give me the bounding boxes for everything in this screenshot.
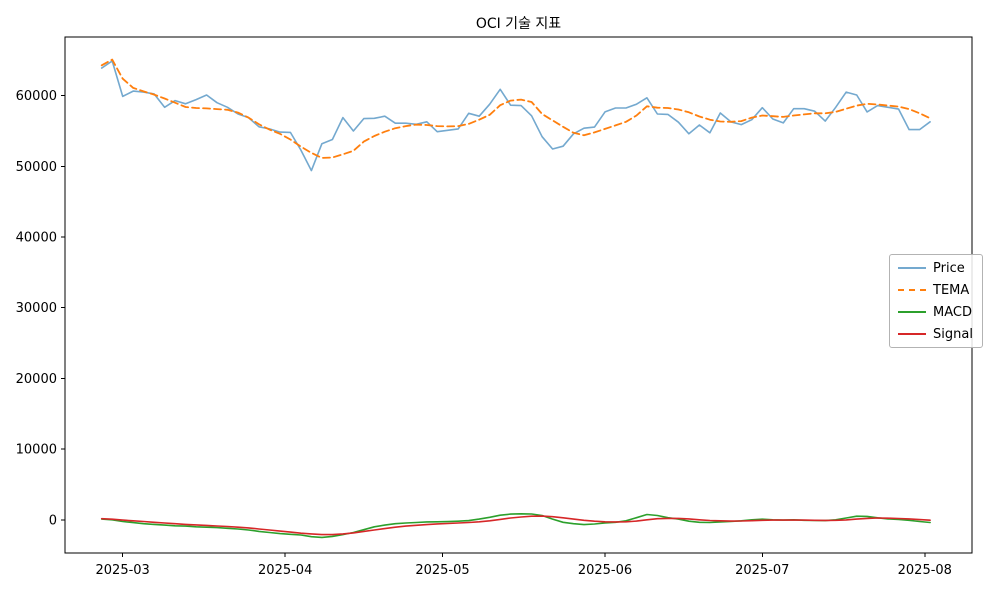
legend-line-tema-icon bbox=[898, 289, 926, 291]
legend: Price TEMA MACD Signal bbox=[889, 254, 983, 348]
chart-title: OCI 기술 지표 bbox=[475, 16, 562, 32]
price-line bbox=[100, 60, 931, 172]
plot-frame bbox=[64, 36, 973, 554]
x-tick-label: 2025-06 bbox=[578, 563, 632, 578]
y-tick-label: 20000 bbox=[16, 372, 57, 387]
legend-label-tema: TEMA bbox=[933, 283, 970, 298]
legend-line-signal-icon bbox=[898, 333, 926, 335]
x-tick-label: 2025-08 bbox=[898, 563, 952, 578]
legend-line-macd-icon bbox=[898, 311, 926, 313]
x-tick-label: 2025-05 bbox=[415, 563, 469, 578]
legend-label-price: Price bbox=[933, 261, 965, 276]
y-tick-label: 40000 bbox=[16, 231, 57, 246]
legend-item-price: Price bbox=[898, 261, 973, 275]
y-tick-label: 30000 bbox=[16, 301, 57, 316]
signal-line bbox=[100, 515, 931, 536]
legend-label-macd: MACD bbox=[933, 305, 972, 320]
legend-label-signal: Signal bbox=[933, 327, 973, 342]
y-tick-label: 10000 bbox=[16, 443, 57, 458]
legend-item-tema: TEMA bbox=[898, 283, 973, 297]
tema-line bbox=[100, 58, 931, 159]
legend-line-price-icon bbox=[898, 267, 926, 269]
y-tick-label: 0 bbox=[49, 513, 57, 528]
x-tick-label: 2025-03 bbox=[96, 563, 150, 578]
legend-item-signal: Signal bbox=[898, 327, 973, 341]
y-tick-label: 60000 bbox=[16, 89, 57, 104]
y-tick-label: 50000 bbox=[16, 160, 57, 175]
x-tick-label: 2025-07 bbox=[735, 563, 789, 578]
legend-item-macd: MACD bbox=[898, 305, 973, 319]
x-tick-label: 2025-04 bbox=[258, 563, 312, 578]
